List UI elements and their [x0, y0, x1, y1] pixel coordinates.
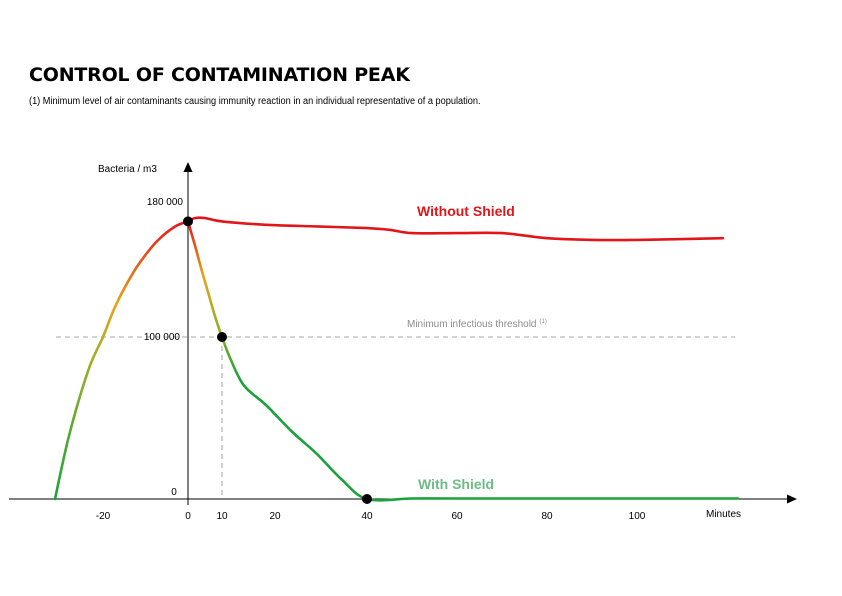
x-tick-label: 10: [216, 511, 228, 522]
x-axis-arrow: [787, 494, 797, 504]
x-tick-label: 80: [541, 511, 553, 522]
y-tick-label: 180 000: [147, 197, 184, 208]
series-line-without-shield: [186, 216, 725, 242]
y-axis-label: Bacteria / m3: [98, 164, 157, 175]
data-point-marker: [362, 494, 372, 504]
chart-title: CONTROL OF CONTAMINATION PEAK: [29, 64, 410, 86]
series-line-with-shield: [186, 220, 740, 502]
chart-subtitle: (1) Minimum level of air contaminants ca…: [29, 96, 481, 107]
x-tick-label: 100: [629, 511, 646, 522]
y-axis-arrow: [183, 162, 193, 172]
series-line-ramp: [53, 220, 190, 501]
x-tick-label: 60: [451, 511, 463, 522]
x-tick-label: 0: [185, 511, 191, 522]
x-tick-label: 20: [269, 511, 281, 522]
y-tick-label: 0: [171, 487, 177, 498]
x-tick-label: 40: [361, 511, 373, 522]
data-point-marker: [183, 216, 193, 227]
series-label-without-shield: Without Shield: [417, 203, 515, 219]
y-tick-label: 100 000: [144, 332, 181, 343]
threshold-label: Minimum infectious threshold (1): [407, 319, 547, 330]
x-tick-label: -20: [96, 511, 111, 522]
series-label-with-shield: With Shield: [418, 476, 494, 492]
markers-group: [183, 216, 372, 504]
data-point-marker: [217, 332, 227, 342]
x-axis-label: Minutes: [706, 509, 741, 520]
